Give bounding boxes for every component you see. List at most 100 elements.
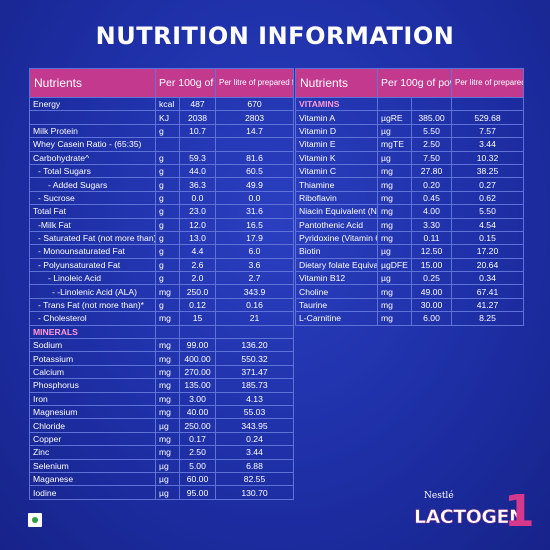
per-powder-value: 2.6 [179, 257, 216, 273]
nutrition-table-right: Nutrients Per 100g of powder Per litre o… [295, 68, 524, 326]
unit-cell: mg [377, 284, 412, 299]
per-formula-value: 0.34 [451, 271, 524, 286]
per-formula-value [215, 324, 294, 340]
per-powder-value: 10.7 [179, 123, 216, 139]
unit-cell: kcal [155, 96, 180, 112]
per-powder-value: 3.00 [179, 391, 216, 406]
nutrient-name: - Cholesterol [29, 311, 156, 326]
nutrient-name: Thiamine [295, 177, 378, 192]
per-powder-value: 250.00 [179, 418, 216, 433]
nutrient-name: Riboflavin [295, 190, 378, 206]
nutrient-name: - Polyunsaturated Fat [29, 257, 156, 273]
per-powder-value: 13.0 [179, 230, 216, 246]
nutrient-name: Biotin [295, 244, 378, 259]
lactogen-logo: Nestlé LACTOGEN 1 [412, 488, 537, 540]
table-row: MINERALS [29, 324, 294, 340]
per-powder-value: 12.50 [411, 244, 452, 259]
per-formula-value: 31.6 [215, 204, 294, 219]
unit-cell: mg [155, 351, 180, 366]
header-nutrients: Nutrients [29, 68, 156, 98]
unit-cell [155, 137, 180, 152]
nutrient-name: Calcium [29, 364, 156, 380]
per-powder-value: 27.80 [411, 163, 452, 179]
nutrition-table-left: Nutrients Per 100g of powder Per litre o… [29, 68, 294, 500]
nutrient-name: Phosphorus [29, 378, 156, 393]
per-formula-value: 21 [215, 311, 294, 326]
per-formula-value: 81.6 [215, 150, 294, 165]
table-header-row: Nutrients Per 100g of powder Per litre o… [295, 68, 524, 98]
table-row: - Added Sugars g 36.3 49.9 [29, 177, 294, 192]
per-powder-value: 5.50 [411, 123, 452, 139]
per-powder-value: 400.00 [179, 351, 216, 366]
per-formula-value: 41.27 [451, 297, 524, 313]
unit-cell: mg [377, 177, 412, 192]
per-formula-value: 60.5 [215, 163, 294, 179]
per-powder-value [179, 137, 216, 152]
table-row: Pyridoxine (Vitamin 6) mg 0.11 0.15 [295, 230, 524, 246]
per-formula-value: 2803 [215, 110, 294, 125]
unit-cell: µg [377, 123, 412, 139]
header-per-powder: Per 100g of powder [377, 68, 452, 98]
per-formula-value: 6.0 [215, 244, 294, 259]
unit-cell: mg [377, 297, 412, 313]
unit-cell: g [155, 204, 180, 219]
unit-cell: mg [377, 217, 412, 232]
per-formula-value: 6.88 [215, 458, 294, 473]
table-row: Zinc mg 2.50 3.44 [29, 445, 294, 460]
per-formula-value: 3.44 [451, 137, 524, 152]
per-powder-value: 60.00 [179, 471, 216, 487]
nutrient-name: Vitamin K [295, 150, 378, 165]
per-powder-value: 250.0 [179, 284, 216, 299]
per-formula-value: 7.57 [451, 123, 524, 139]
per-powder-value: 0.0 [179, 190, 216, 206]
unit-cell: g [155, 230, 180, 246]
per-formula-value: 0.62 [451, 190, 524, 206]
nutrient-name: Carbohydrate^ [29, 150, 156, 165]
nutrient-name: - Total Sugars [29, 163, 156, 179]
nutrient-name: MINERALS [29, 324, 156, 340]
table-row: Calcium mg 270.00 371.47 [29, 364, 294, 380]
table-row: Iodine µg 95.00 130.70 [29, 485, 294, 500]
nutrient-name: Iron [29, 391, 156, 406]
per-formula-value: 82.55 [215, 471, 294, 487]
unit-cell: g [155, 257, 180, 273]
table-row: Energy kcal 487 670 [29, 96, 294, 112]
brand-name: LACTOGEN [414, 506, 525, 529]
table-row: Iron mg 3.00 4.13 [29, 391, 294, 406]
nutrient-name: Energy [29, 96, 156, 112]
table-row: Choline mg 49.00 67.41 [295, 284, 524, 299]
unit-cell: mg [155, 391, 180, 406]
nutrient-name: Maganese [29, 471, 156, 487]
table-row: - Linoleic Acid g 2.0 2.7 [29, 271, 294, 286]
per-formula-value: 8.25 [451, 311, 524, 326]
nutrient-name [29, 110, 156, 125]
table-row: KJ 2038 2803 [29, 110, 294, 125]
nutrient-name: - Sucrose [29, 190, 156, 206]
table-row: Biotin µg 12.50 17.20 [295, 244, 524, 259]
per-powder-value: 4.00 [411, 204, 452, 219]
per-powder-value: 0.11 [411, 230, 452, 246]
per-formula-value [451, 96, 524, 112]
per-formula-value: 371.47 [215, 364, 294, 380]
unit-cell: µg [155, 471, 180, 487]
nutrient-name: Chloride [29, 418, 156, 433]
unit-cell: mg [155, 431, 180, 447]
unit-cell: g [155, 123, 180, 139]
per-powder-value: 95.00 [179, 485, 216, 500]
nutrient-name: Pyridoxine (Vitamin 6) [295, 230, 378, 246]
nutrient-name: Niacin Equivalent (Niacin) [295, 204, 378, 219]
table-row: - Monounsaturated Fat g 4.4 6.0 [29, 244, 294, 259]
unit-cell: mg [155, 445, 180, 460]
table-row: Thiamine mg 0.20 0.27 [295, 177, 524, 192]
table-row: - -Linolenic Acid (ALA) mg 250.0 343.9 [29, 284, 294, 299]
nutrient-name: Vitamin D [295, 123, 378, 139]
unit-cell: mg [377, 311, 412, 326]
per-formula-value: 20.64 [451, 257, 524, 273]
nutrient-name: Vitamin E [295, 137, 378, 152]
nutrient-name: - Added Sugars [29, 177, 156, 192]
per-powder-value: 6.00 [411, 311, 452, 326]
unit-cell: mg [155, 284, 180, 299]
